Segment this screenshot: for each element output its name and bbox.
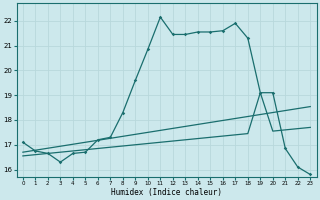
- X-axis label: Humidex (Indice chaleur): Humidex (Indice chaleur): [111, 188, 222, 197]
